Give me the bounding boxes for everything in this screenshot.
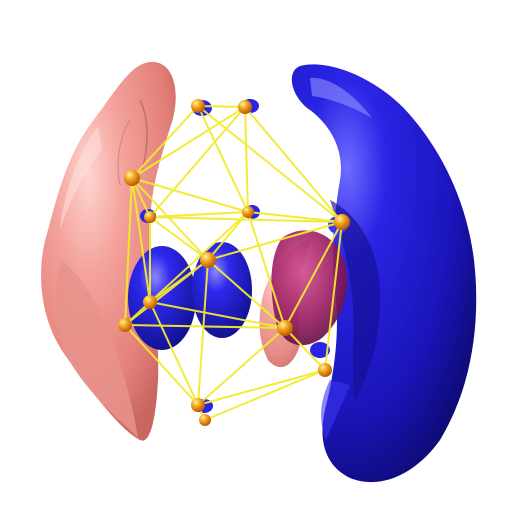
atom xyxy=(124,170,140,186)
atom xyxy=(318,363,332,377)
negative-lobe-center-left xyxy=(128,246,196,350)
atom xyxy=(143,295,157,309)
atom xyxy=(200,252,216,268)
atom xyxy=(242,206,254,218)
atom xyxy=(334,214,350,230)
negative-lobe-right xyxy=(291,64,477,483)
atom xyxy=(144,211,156,223)
bond-network xyxy=(124,105,343,421)
positive-lobe-left xyxy=(41,61,176,441)
atom xyxy=(118,318,132,332)
atoms xyxy=(118,99,350,426)
atom xyxy=(191,398,205,412)
atom xyxy=(191,99,205,113)
atom xyxy=(277,320,293,336)
atom xyxy=(199,414,211,426)
atom xyxy=(238,100,252,114)
